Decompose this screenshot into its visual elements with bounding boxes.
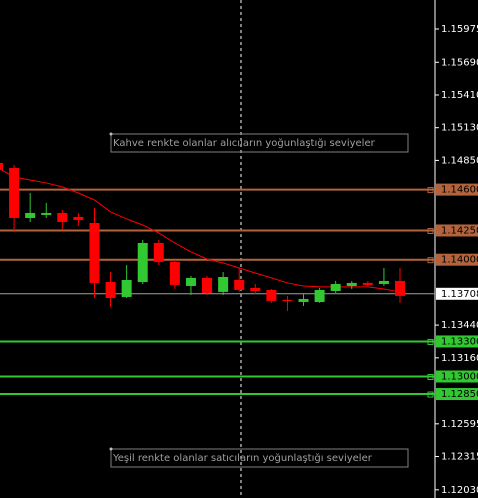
level-marker [427,187,434,194]
annotation: Yeşil renkte olanlar satıcıların yoğunla… [112,452,373,464]
level-marker [427,374,434,381]
level-marker [427,391,434,398]
candle-body [250,287,261,291]
annotation-anchor [109,447,113,451]
y-tick-label: 1.15130 [441,123,478,134]
candle-body [330,283,341,291]
level-label: 1.14600 [441,185,478,196]
level-marker [427,227,434,234]
level-marker [427,257,434,264]
candle-body [282,299,293,301]
y-tick-label: 1.12595 [441,419,478,430]
current-price-box [436,287,478,300]
level-label: 1.12850 [441,389,478,400]
candle-body [73,216,84,220]
candle-body [185,277,196,286]
level-label-box [436,183,478,196]
annotation-box [110,448,409,468]
level-label-box [436,388,478,401]
candle-body [25,212,36,218]
candle-body [218,276,229,292]
level-marker [427,338,434,345]
y-tick-label: 1.14850 [441,155,478,166]
candle-body [346,282,357,286]
level-label: 1.14000 [441,255,478,266]
y-tick-label: 1.13440 [441,320,478,331]
level-label: 1.13000 [441,372,478,383]
level-label-box [436,370,478,383]
candle-body [378,280,389,284]
y-tick-label: 1.13160 [441,353,478,364]
candle-body [89,223,100,283]
level-label: 1.14250 [441,225,478,236]
annotation-box [110,133,409,153]
y-tick-label: 1.15410 [441,90,478,101]
current-price-label: 1.13708 [441,289,478,300]
candle-body [9,167,20,218]
candle-body [362,282,373,285]
candle-body [234,280,245,290]
candle-body [169,261,180,285]
candle-body [105,282,116,299]
candle-body [137,242,148,283]
annotation: Kahve renkte olanlar alıcıların yoğunlaş… [113,137,376,149]
candle-body [395,280,405,296]
level-label-box [436,253,478,266]
candle-body [57,212,68,222]
y-tick-label: 1.12315 [441,452,478,463]
candle-body [41,212,52,215]
candle-body [314,289,325,302]
candle-body [298,298,309,302]
candle-body [153,242,164,262]
level-label: 1.13300 [441,336,478,347]
annotation-anchor [109,132,113,136]
y-tick-label: 1.15690 [441,57,478,68]
candle-body [121,280,132,297]
level-label-box [436,335,478,348]
candle-body [202,277,213,293]
y-tick-label: 1.15975 [441,24,478,35]
level-label-box [436,224,478,237]
candle-body [266,289,277,301]
y-tick-label: 1.12030 [441,485,478,496]
candle-body [0,162,3,170]
